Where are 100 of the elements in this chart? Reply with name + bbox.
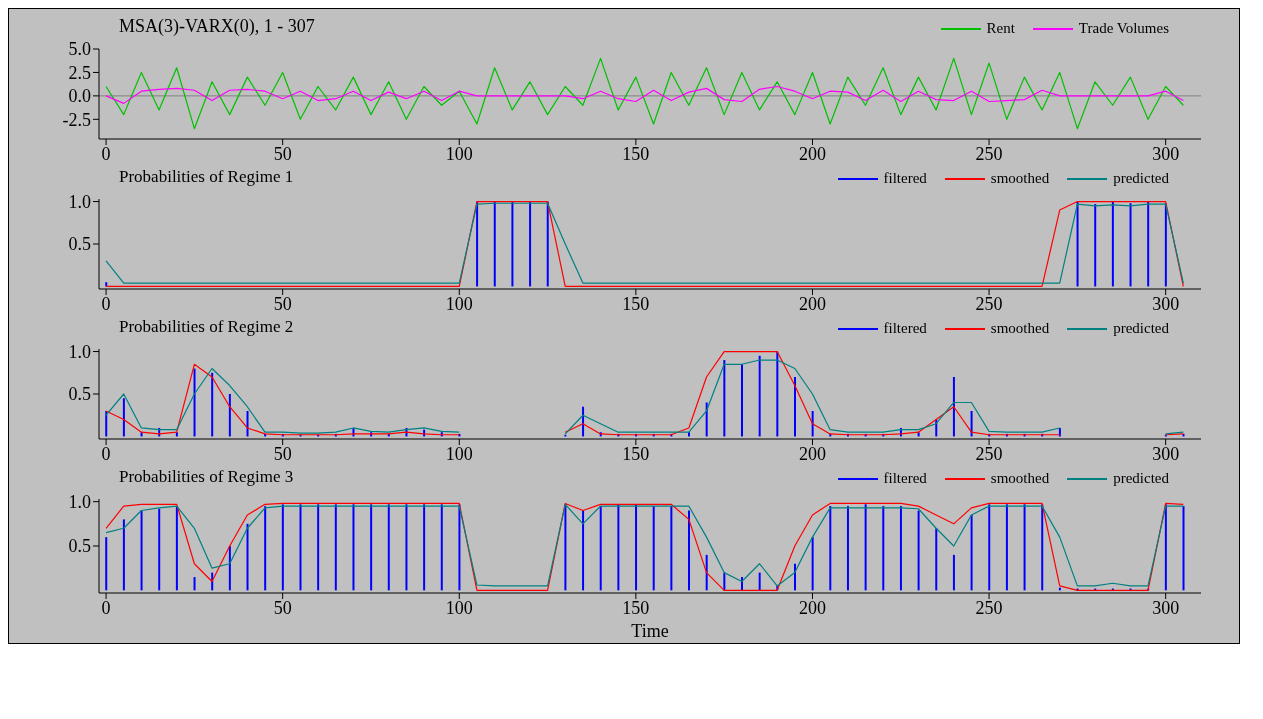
bar — [864, 504, 867, 591]
bar — [1182, 506, 1185, 591]
bar — [617, 504, 620, 591]
bar — [723, 572, 726, 591]
bar — [158, 508, 161, 591]
bar — [970, 514, 973, 591]
bar — [281, 504, 284, 591]
x-tick-label: 0 — [101, 597, 111, 618]
bar — [564, 504, 567, 591]
legend-label: Trade Volumes — [1078, 20, 1169, 37]
bar — [476, 201, 479, 287]
y-tick-label: 1.0 — [68, 492, 91, 513]
bar — [635, 504, 638, 591]
bar — [493, 201, 496, 287]
bar — [193, 368, 196, 437]
bar — [1076, 201, 1079, 287]
bar — [175, 506, 178, 591]
y-tick-label: 1.0 — [68, 191, 91, 212]
x-tick-label: 200 — [798, 597, 826, 618]
bar — [264, 506, 267, 591]
x-tick-label: 250 — [975, 143, 1003, 164]
bar — [228, 394, 231, 437]
bar — [1005, 504, 1008, 591]
chart-title: Probabilities of Regime 2 — [119, 317, 294, 337]
bar — [211, 372, 214, 437]
bar — [652, 506, 655, 591]
bar — [140, 510, 143, 591]
y-tick-label: 0.5 — [68, 384, 91, 405]
bar — [970, 410, 973, 437]
x-tick-label: 100 — [445, 597, 473, 618]
bar — [741, 364, 743, 437]
bar — [705, 554, 708, 591]
bar — [334, 504, 337, 591]
bar — [193, 577, 196, 591]
x-tick-label: 200 — [798, 143, 826, 164]
x-tick-label: 50 — [273, 143, 292, 164]
x-tick-label: 100 — [445, 293, 473, 314]
x-tick-label: 150 — [622, 443, 650, 464]
chart-title: MSA(3)-VARX(0), 1 - 307 — [119, 16, 315, 37]
x-tick-label: 300 — [1152, 597, 1180, 618]
chart-title: Probabilities of Regime 3 — [119, 467, 294, 487]
legend-label: filtered — [883, 470, 927, 487]
chart-title: Probabilities of Regime 1 — [119, 167, 294, 187]
bar — [899, 506, 902, 591]
bar — [440, 504, 443, 591]
bar — [758, 572, 761, 591]
bar — [405, 504, 408, 591]
bar — [458, 504, 461, 591]
bar — [917, 510, 920, 591]
y-tick-label: -2.5 — [62, 109, 91, 130]
bar — [529, 201, 532, 287]
bar — [546, 201, 549, 287]
bar — [423, 504, 426, 591]
bar — [105, 282, 108, 287]
bar — [246, 410, 249, 437]
x-tick-label: 50 — [273, 597, 292, 618]
x-tick-label: 150 — [622, 143, 650, 164]
bar — [1129, 203, 1132, 287]
y-tick-label: 0.5 — [68, 234, 91, 255]
bar — [1164, 504, 1167, 591]
bar — [952, 554, 955, 591]
bar — [758, 355, 761, 437]
y-tick-label: 1.0 — [68, 341, 91, 362]
bar — [105, 537, 108, 591]
legend-label: filtered — [883, 170, 927, 187]
bar — [723, 360, 726, 437]
x-tick-label: 150 — [622, 293, 650, 314]
x-tick-label: 0 — [101, 143, 111, 164]
legend-label: predicted — [1113, 320, 1169, 337]
bar — [776, 351, 779, 437]
bar — [793, 377, 796, 437]
bar — [599, 506, 602, 591]
x-tick-label: 300 — [1152, 143, 1180, 164]
x-tick-label: 0 — [101, 293, 111, 314]
bar — [122, 398, 125, 437]
bar — [952, 377, 955, 437]
bar — [387, 504, 390, 591]
bar — [688, 510, 691, 591]
line-series — [105, 85, 1184, 104]
legend-label: predicted — [1113, 470, 1169, 487]
bar — [352, 504, 355, 591]
y-tick-label: 5.0 — [68, 39, 91, 60]
bar — [670, 506, 673, 591]
bar — [122, 519, 125, 591]
x-axis-title: Time — [631, 621, 669, 641]
bar — [829, 506, 832, 591]
legend-label: predicted — [1113, 170, 1169, 187]
bar — [299, 504, 302, 591]
y-tick-label: 0.5 — [68, 536, 91, 557]
bar — [582, 510, 585, 591]
legend-label: Rent — [986, 20, 1015, 37]
bar — [1147, 201, 1150, 287]
x-tick-label: 300 — [1152, 443, 1180, 464]
bar — [811, 410, 814, 437]
x-tick-label: 50 — [273, 443, 292, 464]
bar — [370, 504, 373, 591]
x-tick-label: 200 — [798, 293, 826, 314]
x-tick-label: 300 — [1152, 293, 1180, 314]
legend-label: filtered — [883, 320, 927, 337]
legend-label: smoothed — [990, 470, 1050, 487]
